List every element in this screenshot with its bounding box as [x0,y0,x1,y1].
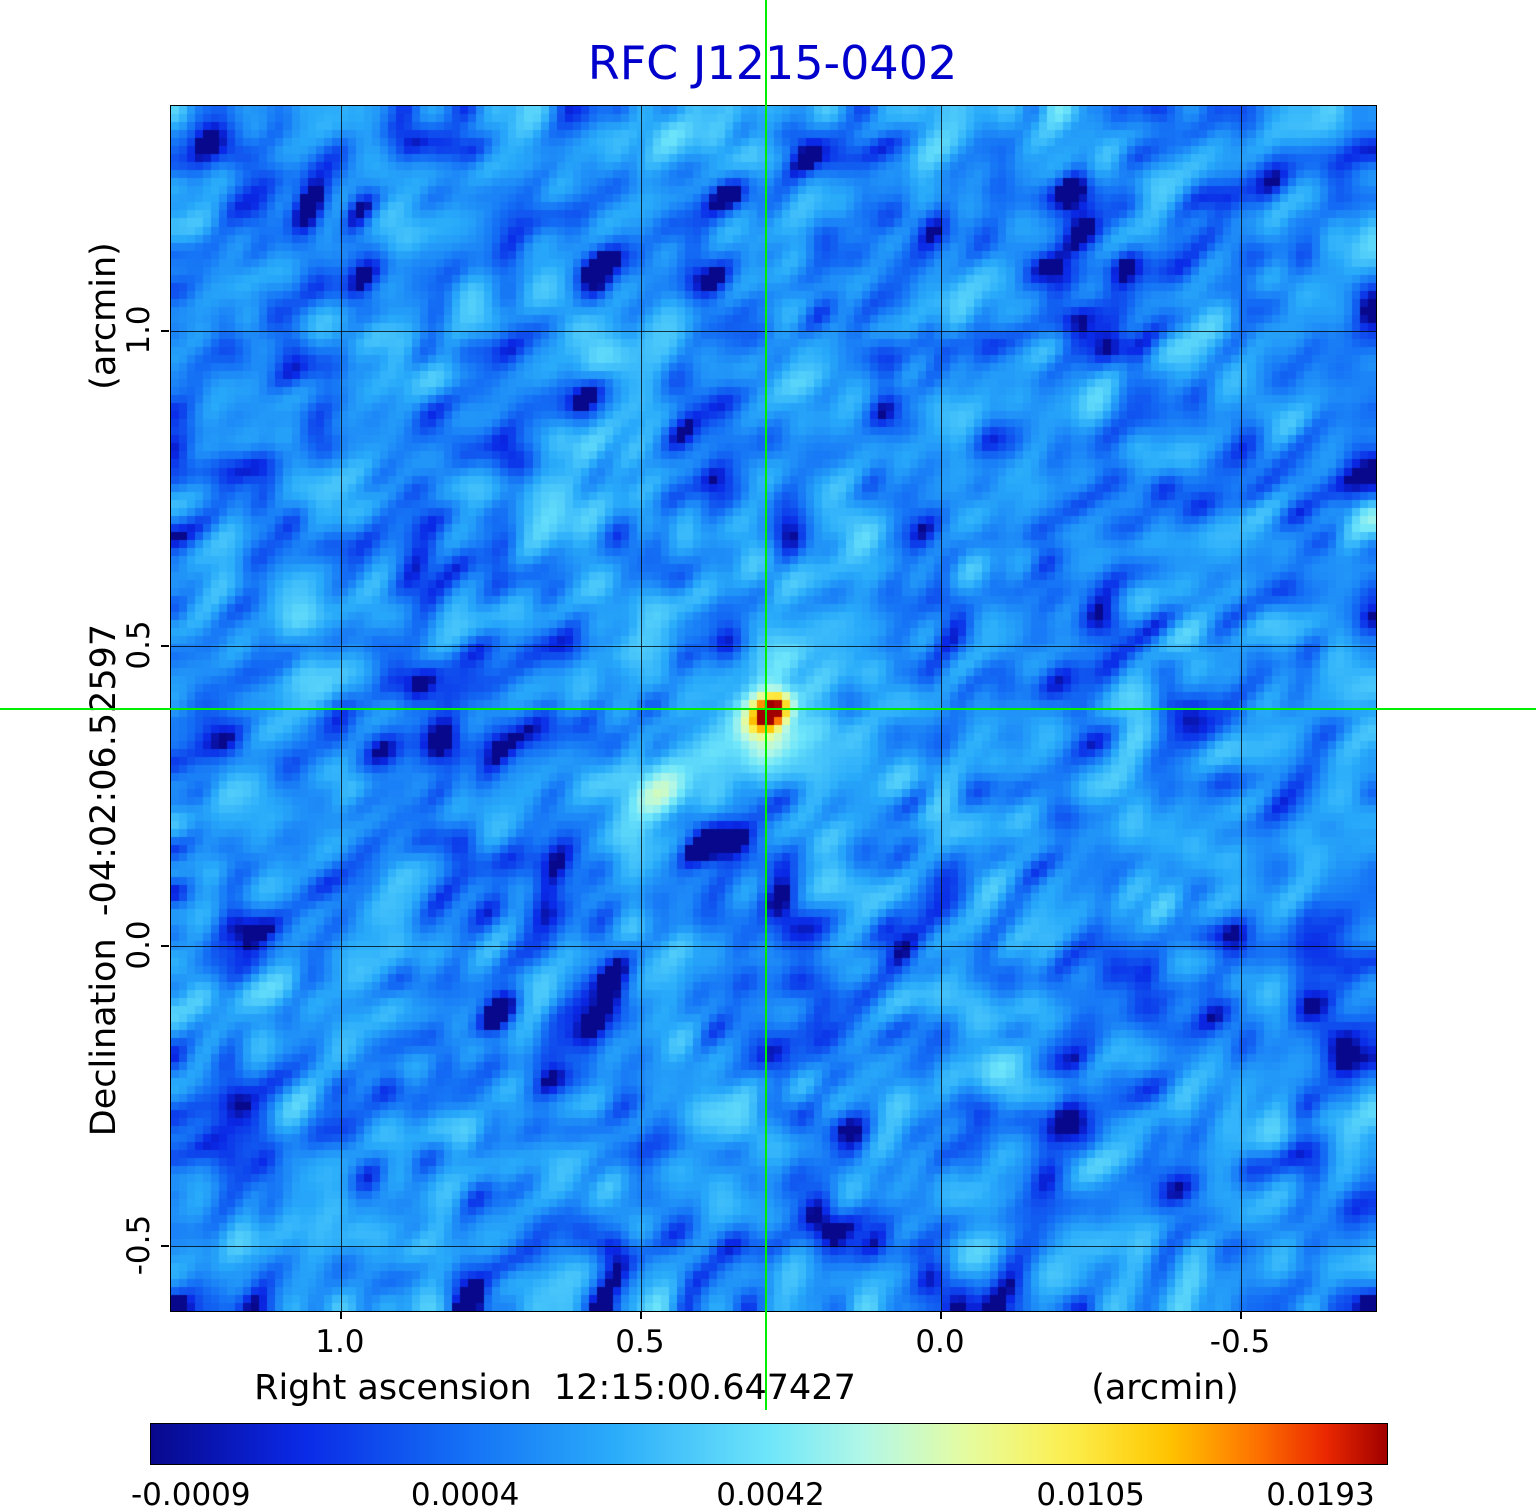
grid-line-horizontal [171,1245,1376,1247]
x-tick-label: -0.5 [1209,1324,1271,1360]
y-axis-unit: (arcmin) [84,242,124,390]
x-tick-mark [639,1311,642,1319]
y-tick-mark [161,1244,169,1247]
colorbar-tick-label: 0.0004 [410,1477,520,1511]
x-axis-value: 12:15:00.647427 [553,1368,856,1408]
y-axis-label: Declination -04:02:06.52597 [84,624,124,1136]
x-tick-label: 1.0 [315,1324,365,1360]
grid-line-horizontal [171,331,1376,333]
y-tick-label: 0.0 [121,920,157,970]
plot-title: RFC J1215-0402 [587,36,958,90]
y-axis-spacer [84,916,124,938]
colorbar-tick-label: 0.0105 [1036,1477,1145,1511]
y-axis-value: -04:02:06.52597 [84,623,124,917]
y-tick-label: 1.0 [121,305,157,355]
x-axis-label: Right ascension 12:15:00.647427 [170,1368,940,1408]
y-tick-mark [161,644,169,647]
x-axis-unit: (arcmin) [1091,1368,1239,1408]
colorbar-tick-label: 0.0042 [716,1477,825,1511]
y-tick-mark [161,944,169,947]
y-tick-label: 0.5 [121,620,157,670]
x-tick-mark [339,1311,342,1319]
grid-line-horizontal [171,945,1376,947]
x-tick-mark [939,1311,942,1319]
y-axis-name: Declination [84,938,124,1137]
colorbar [150,1423,1388,1465]
crosshair-vertical-line [765,0,768,1410]
x-tick-mark [1240,1311,1243,1319]
x-tick-label: 0.0 [915,1324,965,1360]
grid-line-horizontal [171,645,1376,647]
crosshair-horizontal-line [0,707,1536,710]
colorbar-tick-label: 0.0193 [1266,1477,1375,1511]
x-axis-spacer [532,1368,554,1408]
y-tick-mark [161,330,169,333]
y-tick-label: -0.5 [121,1214,157,1276]
x-tick-label: 0.5 [615,1324,665,1360]
colorbar-tick-label: -0.0009 [130,1477,251,1511]
x-axis-name: Right ascension [254,1368,532,1408]
